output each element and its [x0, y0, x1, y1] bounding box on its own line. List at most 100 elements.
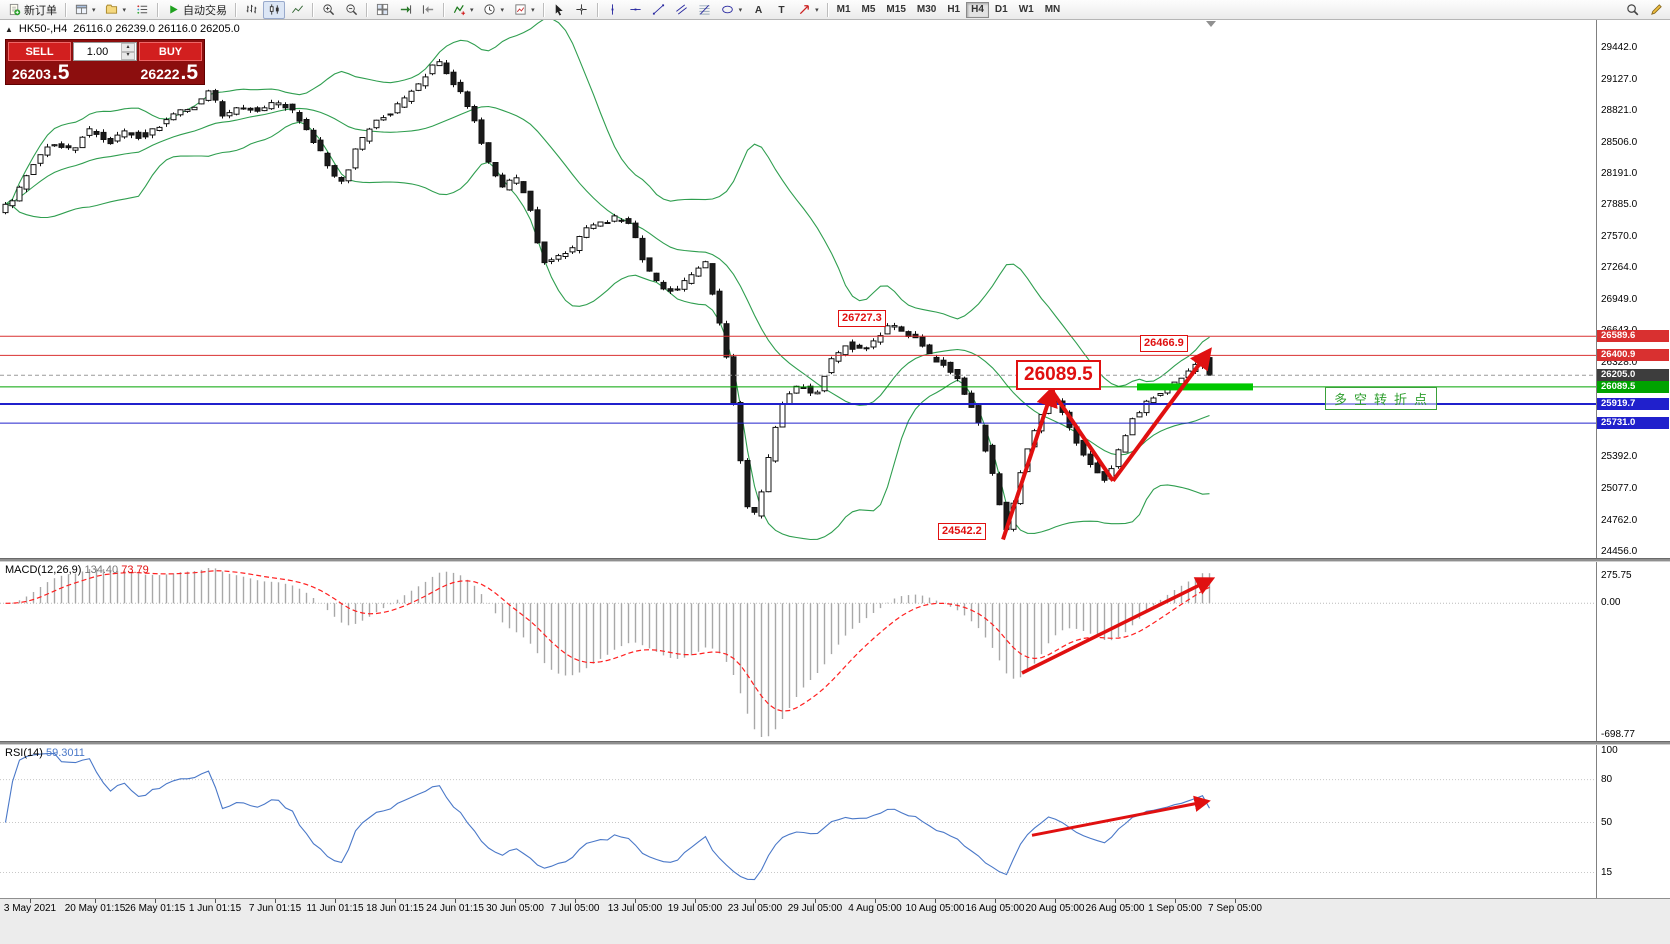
market-watch-button[interactable]	[131, 1, 153, 19]
tile-windows-button[interactable]	[371, 1, 393, 19]
toolbar-separator	[826, 2, 828, 17]
chart-price-label[interactable]: 24542.2	[938, 523, 986, 541]
chart-shift-button[interactable]	[417, 1, 439, 19]
bar-chart-mode-button[interactable]	[240, 1, 262, 19]
time-tick	[1055, 899, 1056, 903]
text-tool-button[interactable]: A	[747, 1, 769, 19]
chart-price-label[interactable]: 26089.5	[1016, 360, 1101, 391]
indicator-icon	[452, 3, 466, 17]
candlestick-mode-button[interactable]	[263, 0, 286, 19]
trend-icon	[652, 3, 666, 17]
cursor-tool-button[interactable]	[548, 1, 570, 19]
fibo-icon	[698, 3, 712, 17]
price-tick: 24456.0	[1601, 546, 1638, 557]
one-click-toggle[interactable]: ▲	[5, 24, 13, 34]
trend-arrow[interactable]	[1031, 795, 1211, 837]
trend-arrow[interactable]	[1111, 347, 1212, 482]
play-icon	[166, 3, 180, 17]
sell-button[interactable]: SELL	[8, 42, 71, 61]
timeframe-m15-button[interactable]: M15	[881, 2, 910, 18]
profiles-button[interactable]: ▾	[101, 1, 131, 19]
time-tick	[275, 899, 276, 903]
timeframe-mn-button[interactable]: MN	[1040, 2, 1066, 18]
auto-trading-button[interactable]: 自动交易	[162, 1, 231, 19]
one-click-trading: SELL ▴ ▾ BUY 26203.5 26222.5	[5, 39, 205, 85]
time-label: 26 May 01:15	[124, 903, 186, 914]
zoom-in-button[interactable]	[317, 1, 339, 19]
new-chart-button[interactable]: ▾	[70, 1, 100, 19]
rsi-title: RSI(14)	[5, 747, 43, 759]
timeframe-m5-button[interactable]: M5	[857, 2, 881, 18]
zoom-out-button[interactable]	[340, 1, 362, 19]
timeframe-m30-button[interactable]: M30	[912, 2, 941, 18]
label-tool-button[interactable]: T	[770, 1, 792, 19]
time-tick	[635, 899, 636, 903]
volume-down-button[interactable]: ▾	[121, 51, 135, 60]
time-label: 26 Aug 05:00	[1085, 903, 1145, 914]
macd-label: MACD(12,26,9) 134.40 73.79	[5, 564, 149, 576]
time-label: 19 Jul 05:00	[667, 903, 723, 914]
price-tick: 27570.0	[1601, 231, 1638, 243]
macd-title: MACD(12,26,9)	[5, 564, 82, 576]
symbol-info: ▲ HK50-,H4 26116.0 26239.0 26116.0 26205…	[5, 23, 240, 35]
price-badge: 26205.0	[1597, 369, 1669, 382]
timeframe-m1-button[interactable]: M1	[832, 2, 856, 18]
search-button[interactable]	[1621, 1, 1643, 19]
pivot-note[interactable]: 多空转折点	[1325, 387, 1438, 411]
price-scale[interactable]	[1596, 20, 1670, 898]
line-chart-mode-button[interactable]	[286, 1, 308, 19]
trend-arrow[interactable]	[1050, 389, 1115, 482]
main-chart-layer	[0, 20, 1596, 541]
trend-arrow[interactable]	[1021, 577, 1216, 675]
quick-edit-button[interactable]	[1645, 1, 1667, 19]
panel-splitter[interactable]	[0, 741, 1670, 745]
periods-button[interactable]: ▾	[479, 1, 509, 19]
timeframe-h1-button[interactable]: H1	[942, 2, 965, 18]
buy-button[interactable]: BUY	[139, 42, 202, 61]
vline-icon	[606, 3, 620, 17]
macd-scale-label: -698.77	[1601, 729, 1635, 740]
auto-scroll-button[interactable]	[394, 1, 416, 19]
time-label: 16 Aug 05:00	[965, 903, 1025, 914]
new-order-button[interactable]: 新订单	[3, 1, 61, 19]
horizontal-line-tool-button[interactable]	[625, 1, 647, 19]
price-badge: 25731.0	[1597, 417, 1669, 430]
macd-main-value: 134.40	[84, 564, 119, 576]
chart-price-label[interactable]: 26727.3	[838, 310, 886, 328]
toolbar-separator	[312, 2, 314, 17]
vertical-line-tool-button[interactable]	[602, 1, 624, 19]
price-tick: 27264.0	[1601, 262, 1638, 274]
time-tick	[1175, 899, 1176, 903]
arrows-tool-button[interactable]: ▾	[793, 1, 823, 19]
panel-splitter[interactable]	[0, 558, 1670, 562]
fibonacci-tool-button[interactable]	[694, 1, 716, 19]
time-label: 23 Jul 05:00	[727, 903, 783, 914]
pivot-zone[interactable]	[1137, 383, 1253, 391]
macd-signal-line	[5, 570, 1210, 712]
search-icon	[1625, 3, 1639, 17]
shapes-tool-button[interactable]: ▾	[717, 1, 747, 19]
templates-button[interactable]: ▾	[509, 1, 539, 19]
crosshair-tool-button[interactable]	[571, 1, 593, 19]
chart-price-label[interactable]: 26466.9	[1140, 334, 1188, 352]
time-label: 3 May 2021	[3, 903, 57, 914]
timeframe-d1-button[interactable]: D1	[990, 2, 1013, 18]
timeframe-h4-button[interactable]: H4	[966, 1, 989, 18]
trend-arrow[interactable]	[1001, 384, 1058, 541]
time-tick	[875, 899, 876, 903]
volume-input[interactable]	[74, 43, 121, 60]
price-badge: 25919.7	[1597, 398, 1669, 411]
volume-up-button[interactable]: ▴	[121, 43, 135, 52]
trendline-tool-button[interactable]	[648, 1, 670, 19]
timeframe-w1-button[interactable]: W1	[1014, 2, 1039, 18]
time-axis[interactable]: 3 May 2021 20 May 01:15 26 May 01:15 1 Jun …	[0, 898, 1670, 944]
new-order-label: 新订单	[24, 4, 57, 17]
macd-scale-label: 275.75	[1601, 570, 1632, 581]
indicators-button[interactable]: ▾	[448, 1, 478, 19]
price-tick: 29442.0	[1601, 42, 1638, 53]
channel-tool-button[interactable]	[671, 1, 693, 19]
time-tick	[1115, 899, 1116, 903]
price-tick: 26328.0	[1601, 356, 1638, 368]
caret-down-icon: ▾	[470, 6, 474, 14]
